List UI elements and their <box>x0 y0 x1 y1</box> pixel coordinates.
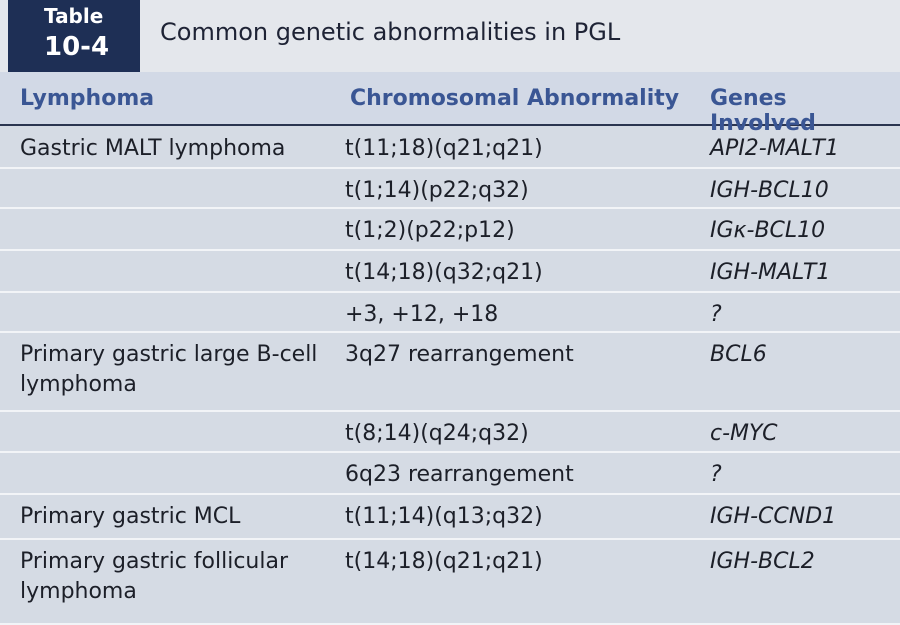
table-row: Gastric MALT lymphoma t(11;18)(q21;q21) AP… <box>0 125 900 169</box>
abnormality-cell: t(1;2)(p22;p12) <box>345 218 515 243</box>
genes-cell: API2-MALT1 <box>710 136 839 161</box>
genes-cell: ? <box>710 462 722 487</box>
abnormality-cell: 6q23 rearrangement <box>345 462 574 487</box>
abnormality-cell: t(11;18)(q21;q21) <box>345 136 543 161</box>
abnormality-cell: t(11;14)(q13;q32) <box>345 504 543 529</box>
abnormality-cell: t(14;18)(q21;q21) <box>345 549 543 574</box>
table-row: Primary gastric MCL t(11;14)(q13;q32) IGH-… <box>0 493 900 540</box>
badge-number: 10-4 <box>44 32 110 62</box>
genes-cell: ? <box>710 302 722 327</box>
table-row: t(8;14)(q24;q32) c-MYC <box>0 410 900 453</box>
badge-label: Table <box>44 4 104 28</box>
column-header: Lymphoma <box>20 86 155 111</box>
genes-cell: IGH-MALT1 <box>710 260 831 285</box>
table-row: t(1;2)(p22;p12) IGκ-BCL10 <box>0 207 900 251</box>
abnormality-cell: +3, +12, +18 <box>345 302 499 327</box>
genes-cell: IGH-CCND1 <box>710 504 837 529</box>
lymphoma-cell: Primary gastric MCL <box>20 504 241 529</box>
table-row: Primary gastric large B-cell lymphoma 3q2… <box>0 331 900 412</box>
column-header-row: Lymphoma Chromosomal Abnormality Genes I… <box>0 72 900 136</box>
abnormality-cell: t(1;14)(p22;q32) <box>345 178 529 203</box>
genes-cell: c-MYC <box>710 421 778 446</box>
abnormality-cell: t(14;18)(q32;q21) <box>345 260 543 285</box>
table-row: Primary gastric follicular lymphoma t(14;… <box>0 538 900 625</box>
table-badge: Table 10-4 <box>8 0 140 72</box>
genes-cell: IGH-BCL2 <box>710 549 815 574</box>
column-header: Genes Involved <box>710 86 816 136</box>
lymphoma-cell: Gastric MALT lymphoma <box>20 136 286 161</box>
table-row: +3, +12, +18? <box>0 291 900 333</box>
column-header: Chromosomal Abnormality <box>350 86 680 111</box>
table-title: Common genetic abnormalities in PGL <box>160 18 621 46</box>
lymphoma-cell: Primary gastric follicular lymphoma <box>20 549 289 604</box>
genes-cell: IGH-BCL10 <box>710 178 829 203</box>
genes-cell: BCL6 <box>710 342 767 367</box>
table-row: t(14;18)(q32;q21) IGH-MALT1 <box>0 249 900 293</box>
header-band <box>0 0 900 72</box>
abnormality-cell: 3q27 rearrangement <box>345 342 574 367</box>
abnormality-cell: t(8;14)(q24;q32) <box>345 421 529 446</box>
table-row: t(1;14)(p22;q32) IGH-BCL10 <box>0 167 900 209</box>
lymphoma-cell: Primary gastric large B-cell lymphoma <box>20 342 318 397</box>
table-row: 6q23 rearrangement? <box>0 451 900 495</box>
genes-cell: IGκ-BCL10 <box>710 218 826 243</box>
